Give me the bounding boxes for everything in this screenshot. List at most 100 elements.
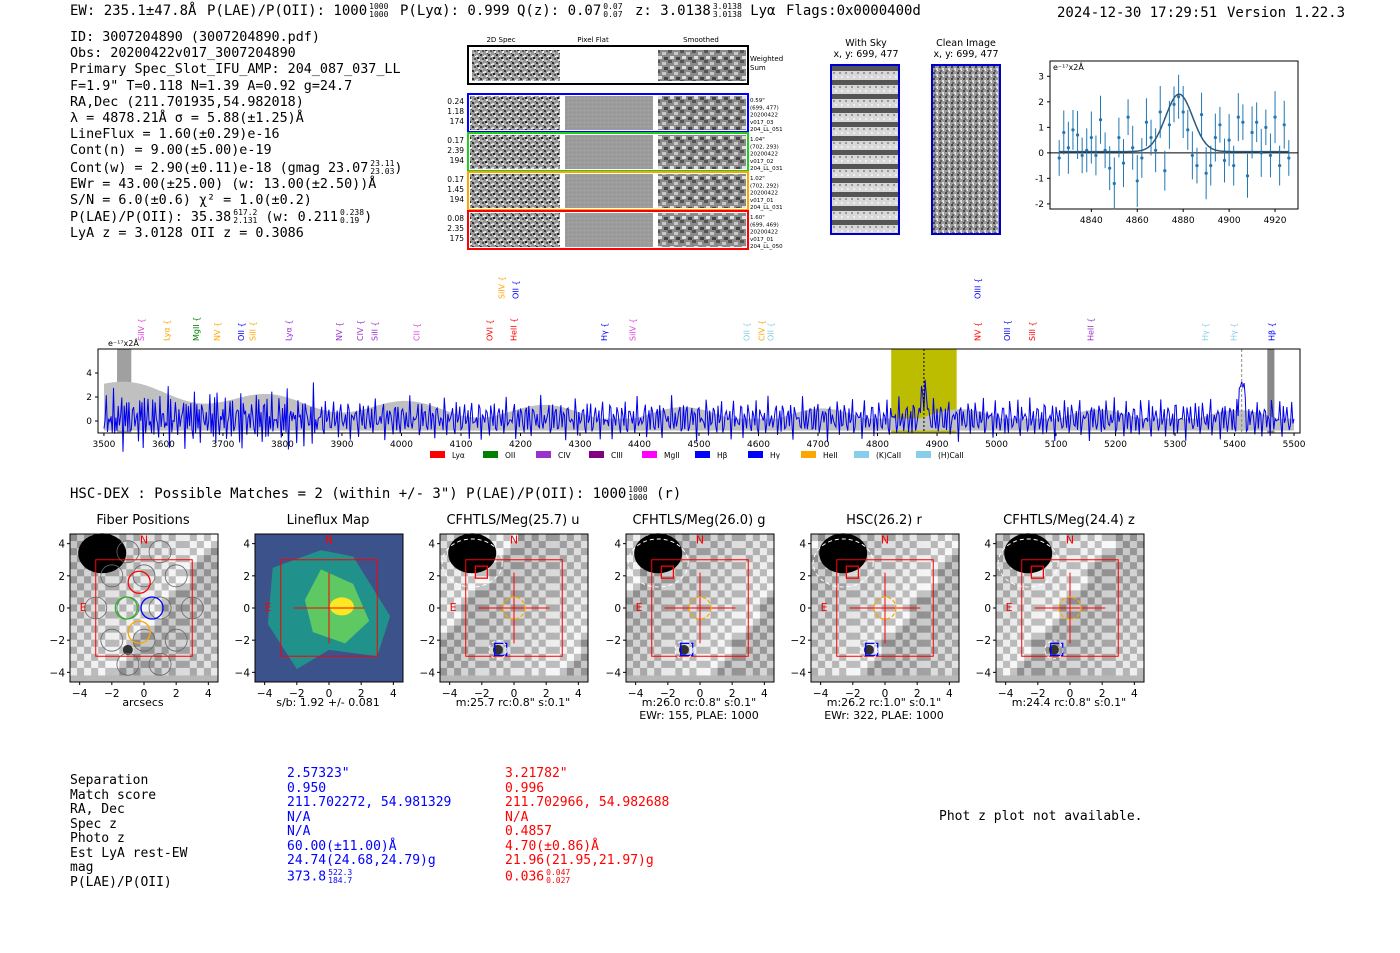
image-pixel xyxy=(189,576,198,584)
image-pixel xyxy=(496,583,504,591)
image-pixel xyxy=(916,534,925,542)
image-pixel xyxy=(119,569,127,577)
image-pixel xyxy=(937,625,946,634)
image-pixel xyxy=(77,667,85,676)
panel-ytick-label: 0 xyxy=(58,603,65,615)
image-pixel xyxy=(91,639,99,648)
image-pixel xyxy=(1136,569,1145,577)
image-pixel xyxy=(503,541,511,549)
image-pixel xyxy=(552,618,561,627)
zoom-ytick-label: 3 xyxy=(1038,72,1044,82)
image-pixel xyxy=(853,590,861,598)
image-pixel xyxy=(724,555,733,563)
image-pixel xyxy=(196,541,205,549)
image-pixel xyxy=(909,639,918,648)
panel-ytick-label: 4 xyxy=(243,539,250,551)
image-pixel xyxy=(661,590,669,598)
image-pixel xyxy=(839,646,847,655)
image-pixel xyxy=(1108,583,1117,591)
image-pixel xyxy=(70,534,78,542)
image-pixel xyxy=(860,583,868,591)
image-pixel xyxy=(1115,576,1124,584)
image-pixel xyxy=(440,541,448,549)
image-pixel xyxy=(1038,611,1046,620)
image-pixel xyxy=(77,611,85,620)
image-pixel xyxy=(752,632,761,641)
panel-ytick-label: 0 xyxy=(799,603,806,615)
image-pixel xyxy=(175,562,184,570)
image-pixel xyxy=(759,583,768,591)
image-pixel xyxy=(559,569,568,577)
cutout-pixel-flat xyxy=(565,174,653,208)
image-pixel xyxy=(902,653,911,662)
image-pixel xyxy=(552,632,561,641)
image-pixel xyxy=(895,667,904,676)
image-pixel xyxy=(675,632,683,641)
image-pixel xyxy=(91,576,99,584)
image-pixel xyxy=(133,569,141,577)
image-pixel xyxy=(1073,541,1082,549)
image-pixel xyxy=(531,618,540,627)
image-pixel xyxy=(580,583,589,591)
image-pixel xyxy=(811,569,819,577)
image-pixel xyxy=(731,590,740,598)
image-pixel xyxy=(1129,576,1138,584)
image-pixel xyxy=(640,667,648,676)
image-pixel xyxy=(647,590,655,598)
image-pixel xyxy=(745,583,754,591)
image-pixel xyxy=(566,562,575,570)
zoom-point xyxy=(1172,102,1176,106)
image-pixel xyxy=(1122,604,1131,613)
image-pixel xyxy=(210,541,219,549)
image-pixel xyxy=(112,583,120,591)
cutout-row-meta: 20200422 xyxy=(750,152,778,158)
image-pixel xyxy=(154,625,163,634)
image-pixel xyxy=(524,555,533,563)
image-pixel xyxy=(668,597,676,605)
image-pixel xyxy=(203,604,212,613)
image-pixel xyxy=(447,632,455,641)
image-pixel xyxy=(874,569,882,577)
zoom-point xyxy=(1186,128,1190,132)
spectrum-ylabel: e⁻¹⁷x2Å xyxy=(108,337,139,348)
image-pixel xyxy=(825,632,833,641)
match-col-1: 2.57323" 0.950 211.702272, 54.981329 N/A… xyxy=(287,766,451,885)
detection-info: ID: 3007204890 (3007204890.pdf) Obs: 202… xyxy=(70,30,402,243)
image-pixel xyxy=(759,653,768,662)
image-pixel xyxy=(937,583,946,591)
panel-ytick-label: −2 xyxy=(976,635,991,647)
image-pixel xyxy=(573,548,582,556)
image-pixel xyxy=(1108,653,1117,662)
image-pixel xyxy=(196,548,205,556)
image-pixel xyxy=(1073,646,1082,655)
image-pixel xyxy=(1052,569,1060,577)
image-pixel xyxy=(447,646,455,655)
image-pixel xyxy=(752,653,761,662)
image-pixel xyxy=(951,555,960,563)
image-pixel xyxy=(867,625,875,634)
image-pixel xyxy=(661,646,669,655)
image-pixel xyxy=(573,604,582,613)
image-pixel xyxy=(759,534,768,542)
image-pixel xyxy=(818,611,826,620)
image-pixel xyxy=(531,583,540,591)
image-pixel xyxy=(84,646,92,655)
image-pixel xyxy=(923,639,932,648)
image-pixel xyxy=(860,611,868,620)
image-pixel xyxy=(738,555,747,563)
match-box-red xyxy=(1030,565,1045,579)
image-pixel xyxy=(552,541,561,549)
image-pixel xyxy=(839,660,847,669)
image-pixel xyxy=(482,625,490,634)
image-pixel xyxy=(626,625,634,634)
image-pixel xyxy=(1094,660,1103,669)
image-pixel xyxy=(1052,632,1060,641)
image-pixel xyxy=(710,639,719,648)
zoom-point xyxy=(1131,146,1135,150)
spectrum-legend-label: Hγ xyxy=(770,451,781,460)
image-pixel xyxy=(1066,548,1075,556)
fiber-circle xyxy=(148,652,172,676)
image-pixel xyxy=(196,583,205,591)
image-pixel xyxy=(566,597,575,605)
image-pixel xyxy=(1045,639,1053,648)
